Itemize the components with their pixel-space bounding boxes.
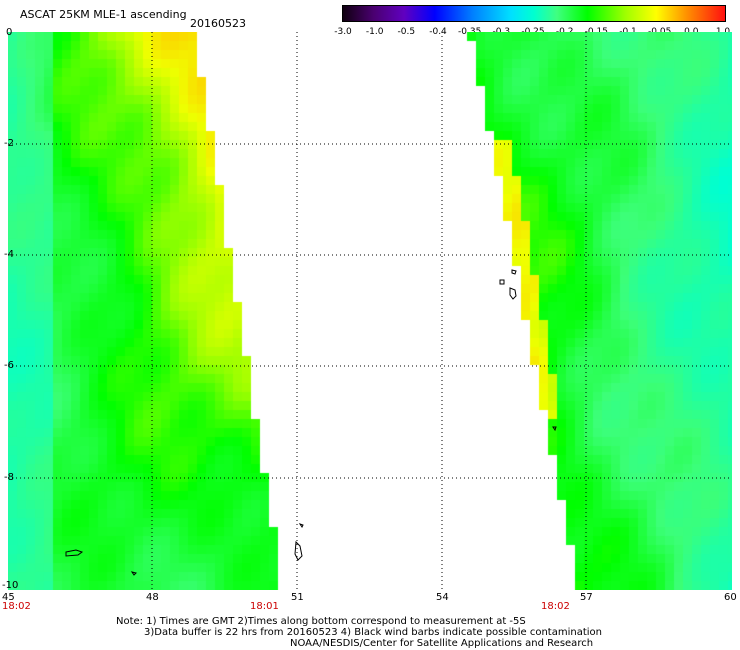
y-label-6: -6 [4,360,14,371]
note-line-3: NOAA/NESDIS/Center for Satellite Applica… [290,638,594,649]
note-line-2: 3)Data buffer is 22 hrs from 20160523 4)… [144,627,602,638]
product-title: ASCAT 25KM MLE-1 ascending [20,8,187,21]
y-label-8: -8 [4,472,14,483]
y-label-4: -4 [4,249,14,260]
map-panel [8,32,732,590]
x-label-60: 60 [724,592,737,603]
time-label-1: 18:02 [2,601,31,612]
y-label-2: -2 [4,138,14,149]
y-label-0: 0 [6,27,13,38]
colorbar-gradient [343,6,725,21]
note-line-1: Note: 1) Times are GMT 2)Times along bot… [116,616,526,627]
y-label-10: -10 [2,580,19,591]
product-date: 20160523 [190,17,246,30]
coastlines [65,269,557,576]
graticule [8,32,732,590]
time-label-2: 18:01 [250,601,279,612]
x-label-48: 48 [146,592,159,603]
x-label-51: 51 [291,592,304,603]
time-label-3: 18:02 [541,601,570,612]
colorbar [342,5,726,22]
x-label-57: 57 [580,592,593,603]
x-label-54: 54 [436,592,449,603]
x-label-45: 45 [2,592,15,603]
wind-field [8,32,732,590]
